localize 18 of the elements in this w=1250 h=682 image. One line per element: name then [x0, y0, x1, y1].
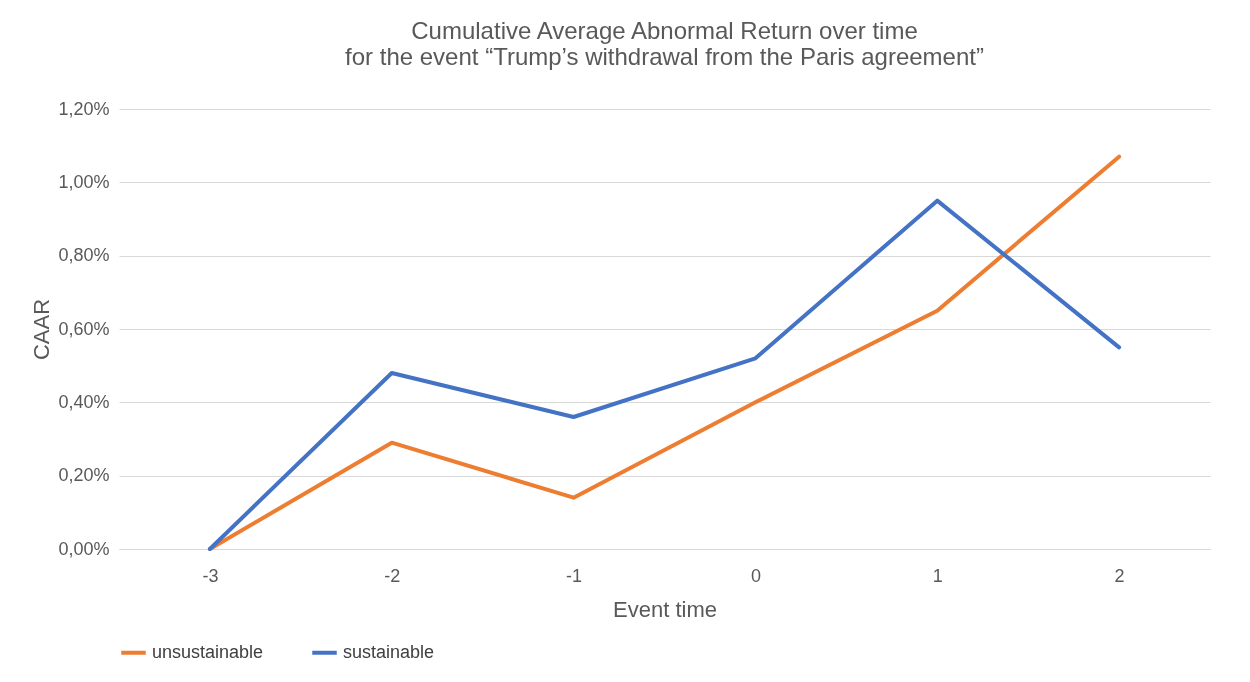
x-tick-label: 0 — [750, 565, 761, 586]
legend-label: sustainable — [343, 641, 435, 662]
legend-label: unsustainable — [152, 641, 264, 662]
x-tick-label: -3 — [202, 565, 219, 586]
chart-title: Cumulative Average Abnormal Return over time for the event “Trump’s withdrawal from the Paris agreement” — [345, 17, 984, 70]
x-tick-label: -2 — [384, 565, 401, 586]
y-tick-label: 0,60% — [58, 318, 110, 339]
y-axis-title: CAAR — [29, 298, 55, 361]
x-tick-label: 1 — [932, 565, 943, 586]
x-tick-label: -1 — [566, 565, 583, 586]
y-tick-label: 0,80% — [58, 245, 110, 266]
y-tick-label: 0,20% — [58, 465, 110, 486]
y-tick-label: 0,00% — [58, 538, 110, 559]
y-tick-label: 1,20% — [58, 98, 110, 119]
x-axis-title: Event time — [613, 596, 717, 622]
y-tick-label: 1,00% — [58, 171, 110, 192]
x-tick-label: 2 — [1114, 565, 1125, 586]
y-tick-label: 0,40% — [58, 391, 110, 412]
